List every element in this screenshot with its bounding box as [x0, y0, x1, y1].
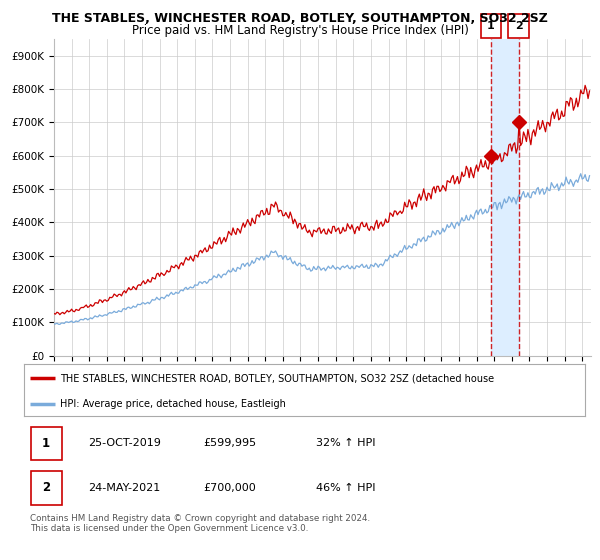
Text: Contains HM Land Registry data © Crown copyright and database right 2024.
This d: Contains HM Land Registry data © Crown c…	[30, 514, 370, 533]
Text: 2: 2	[515, 21, 523, 31]
Text: 2: 2	[42, 481, 50, 494]
Text: 32% ↑ HPI: 32% ↑ HPI	[316, 438, 375, 449]
Bar	[481, 14, 501, 38]
Text: 24-MAY-2021: 24-MAY-2021	[89, 483, 161, 493]
Text: THE STABLES, WINCHESTER ROAD, BOTLEY, SOUTHAMPTON, SO32 2SZ (detached house: THE STABLES, WINCHESTER ROAD, BOTLEY, SO…	[61, 374, 494, 384]
Text: Price paid vs. HM Land Registry's House Price Index (HPI): Price paid vs. HM Land Registry's House …	[131, 24, 469, 37]
Text: 1: 1	[42, 437, 50, 450]
Text: 1: 1	[487, 21, 495, 31]
Bar	[31, 427, 62, 460]
Text: 46% ↑ HPI: 46% ↑ HPI	[316, 483, 375, 493]
Text: HPI: Average price, detached house, Eastleigh: HPI: Average price, detached house, East…	[61, 399, 286, 409]
Bar	[31, 471, 62, 505]
Text: THE STABLES, WINCHESTER ROAD, BOTLEY, SOUTHAMPTON, SO32 2SZ: THE STABLES, WINCHESTER ROAD, BOTLEY, SO…	[52, 12, 548, 25]
Text: £599,995: £599,995	[203, 438, 257, 449]
Bar	[508, 14, 529, 38]
Bar	[491, 39, 518, 356]
Text: 25-OCT-2019: 25-OCT-2019	[89, 438, 161, 449]
Text: £700,000: £700,000	[203, 483, 256, 493]
